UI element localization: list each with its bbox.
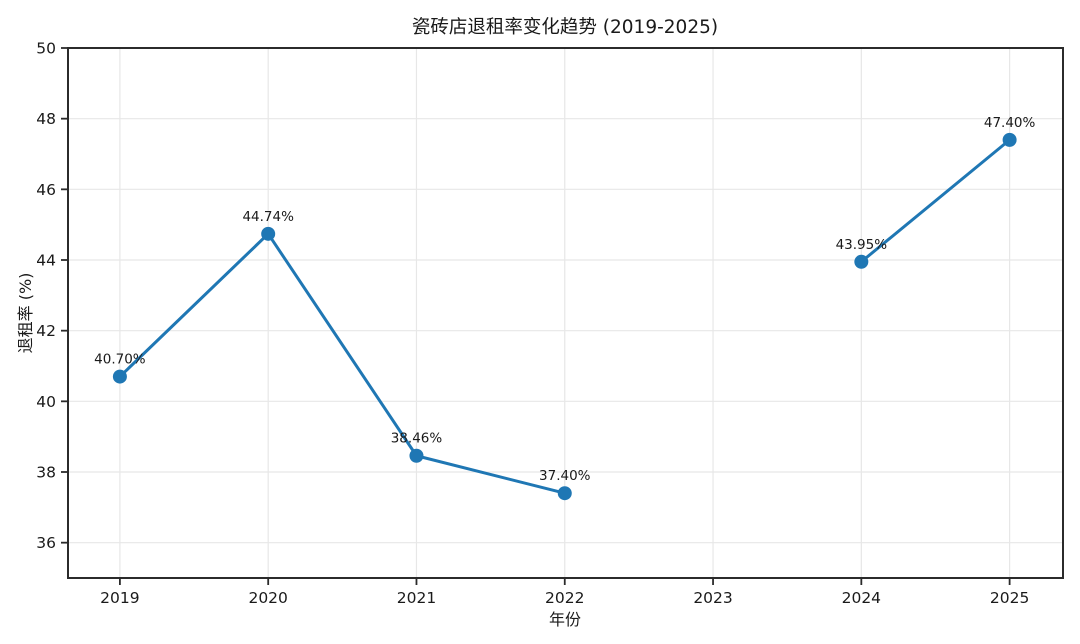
y-tick-label: 50 bbox=[36, 40, 56, 58]
x-tick-label: 2021 bbox=[397, 589, 436, 607]
data-point-label-2020: 44.74% bbox=[242, 209, 294, 225]
y-axis-label: 退租率 (%) bbox=[16, 273, 35, 354]
y-tick-label: 38 bbox=[36, 464, 56, 482]
x-tick-label: 2020 bbox=[248, 589, 287, 607]
x-tick-label: 2019 bbox=[100, 589, 139, 607]
x-tick-label: 2024 bbox=[842, 589, 881, 607]
y-tick-label: 40 bbox=[36, 393, 56, 411]
y-tick-label: 42 bbox=[36, 322, 56, 340]
data-point-2025 bbox=[1002, 132, 1017, 147]
x-tick-label: 2023 bbox=[693, 589, 732, 607]
data-point-2019 bbox=[112, 369, 127, 384]
trend-line-segment bbox=[859, 138, 1012, 264]
data-point-2022 bbox=[557, 486, 572, 501]
data-point-label-2024: 43.95% bbox=[836, 237, 888, 253]
data-point-label-2019: 40.70% bbox=[94, 352, 146, 368]
annotation-layer: 40.70% 44.74% 38.46% 37.40% 43.95% 47.40% bbox=[94, 115, 1035, 484]
y-tick-label: 48 bbox=[36, 110, 56, 128]
data-point-label-2022: 37.40% bbox=[539, 468, 591, 484]
x-tick-label: 2022 bbox=[545, 589, 584, 607]
y-tick-label: 36 bbox=[36, 534, 56, 552]
data-point-2020 bbox=[261, 226, 276, 241]
y-tick-label: 46 bbox=[36, 181, 56, 199]
y-tick-label: 44 bbox=[36, 252, 56, 270]
data-point-2021 bbox=[409, 448, 424, 463]
x-tick-label: 2025 bbox=[990, 589, 1029, 607]
trend-line-segment bbox=[118, 232, 567, 495]
data-point-label-2021: 38.46% bbox=[391, 431, 443, 447]
data-point-2024 bbox=[854, 254, 869, 269]
chart-title: 瓷砖店退租率变化趋势 (2019-2025) bbox=[412, 17, 718, 38]
grid-layer bbox=[68, 47, 1063, 578]
series-layer bbox=[112, 132, 1017, 501]
data-point-label-2025: 47.40% bbox=[984, 115, 1036, 131]
x-axis-label: 年份 bbox=[549, 610, 581, 629]
axes-layer: 2019 2020 2021 2022 2023 2024 2025 36 38 40 42 44 46… bbox=[36, 40, 1064, 607]
